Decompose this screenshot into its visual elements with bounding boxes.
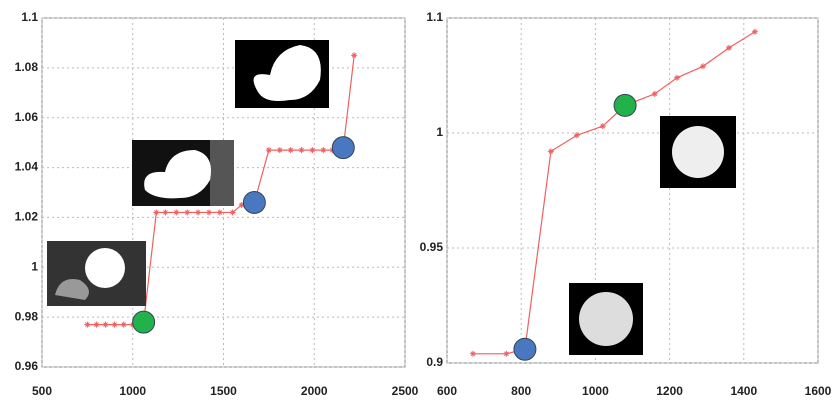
x-tick-label: 2000: [301, 384, 328, 398]
point-marker: [469, 350, 476, 357]
point-marker: [111, 321, 118, 328]
point-marker: [599, 123, 606, 130]
point-marker: [547, 148, 554, 155]
y-tick-label: 1.08: [15, 60, 39, 74]
y-tick-label: 1: [31, 259, 38, 273]
thumbnail: [132, 140, 234, 206]
y-tick-label: 1: [436, 125, 443, 139]
point-marker: [229, 209, 236, 216]
y-tick-label: 1.02: [15, 210, 39, 224]
highlight-marker: [331, 136, 355, 160]
point-marker: [84, 321, 91, 328]
point-marker: [102, 321, 109, 328]
y-tick-label: 0.9: [426, 355, 443, 369]
thumbnails: [47, 40, 736, 355]
x-tick-label: 1000: [119, 384, 146, 398]
y-tick-label: 1.1: [21, 10, 38, 24]
point-marker: [309, 147, 316, 154]
highlight-marker: [242, 190, 266, 214]
point-marker: [725, 44, 732, 51]
highlight-marker: [132, 310, 156, 334]
point-marker: [751, 28, 758, 35]
point-marker: [351, 52, 358, 59]
y-tick-label: 0.98: [15, 309, 39, 323]
point-marker: [298, 147, 305, 154]
x-tick-label: 600: [437, 384, 457, 398]
thumbnail: [569, 283, 643, 355]
point-marker: [153, 209, 160, 216]
point-marker: [195, 209, 202, 216]
point-marker: [162, 209, 169, 216]
point-marker: [265, 147, 272, 154]
point-marker: [120, 321, 127, 328]
x-tick-label: 1500: [210, 384, 237, 398]
y-tick-label: 1.04: [15, 160, 39, 174]
x-tick-label: 1200: [656, 384, 683, 398]
y-tick-label: 1.1: [426, 10, 443, 24]
x-tick-label: 2500: [392, 384, 419, 398]
y-tick-label: 1.06: [15, 110, 39, 124]
point-marker: [238, 201, 245, 208]
x-tick-label: 1400: [730, 384, 757, 398]
point-marker: [173, 209, 180, 216]
point-marker: [93, 321, 100, 328]
point-marker: [503, 350, 510, 357]
highlight-marker: [613, 93, 637, 117]
thumbnail: [47, 241, 146, 306]
y-tick-label: 0.96: [15, 359, 39, 373]
highlight-marker: [513, 337, 537, 361]
point-marker: [205, 209, 212, 216]
point-marker: [184, 209, 191, 216]
point-marker: [699, 63, 706, 70]
point-marker: [216, 209, 223, 216]
point-marker: [674, 74, 681, 81]
x-tick-label: 1600: [805, 384, 832, 398]
thumbnail: [660, 116, 736, 188]
point-marker: [276, 147, 283, 154]
y-tick-label: 0.95: [420, 240, 444, 254]
point-marker: [573, 132, 580, 139]
point-marker: [287, 147, 294, 154]
point-marker: [320, 147, 327, 154]
x-tick-label: 800: [511, 384, 531, 398]
thumbnail: [235, 40, 329, 108]
x-tick-label: 1000: [582, 384, 609, 398]
point-marker: [651, 90, 658, 97]
x-tick-label: 500: [32, 384, 52, 398]
